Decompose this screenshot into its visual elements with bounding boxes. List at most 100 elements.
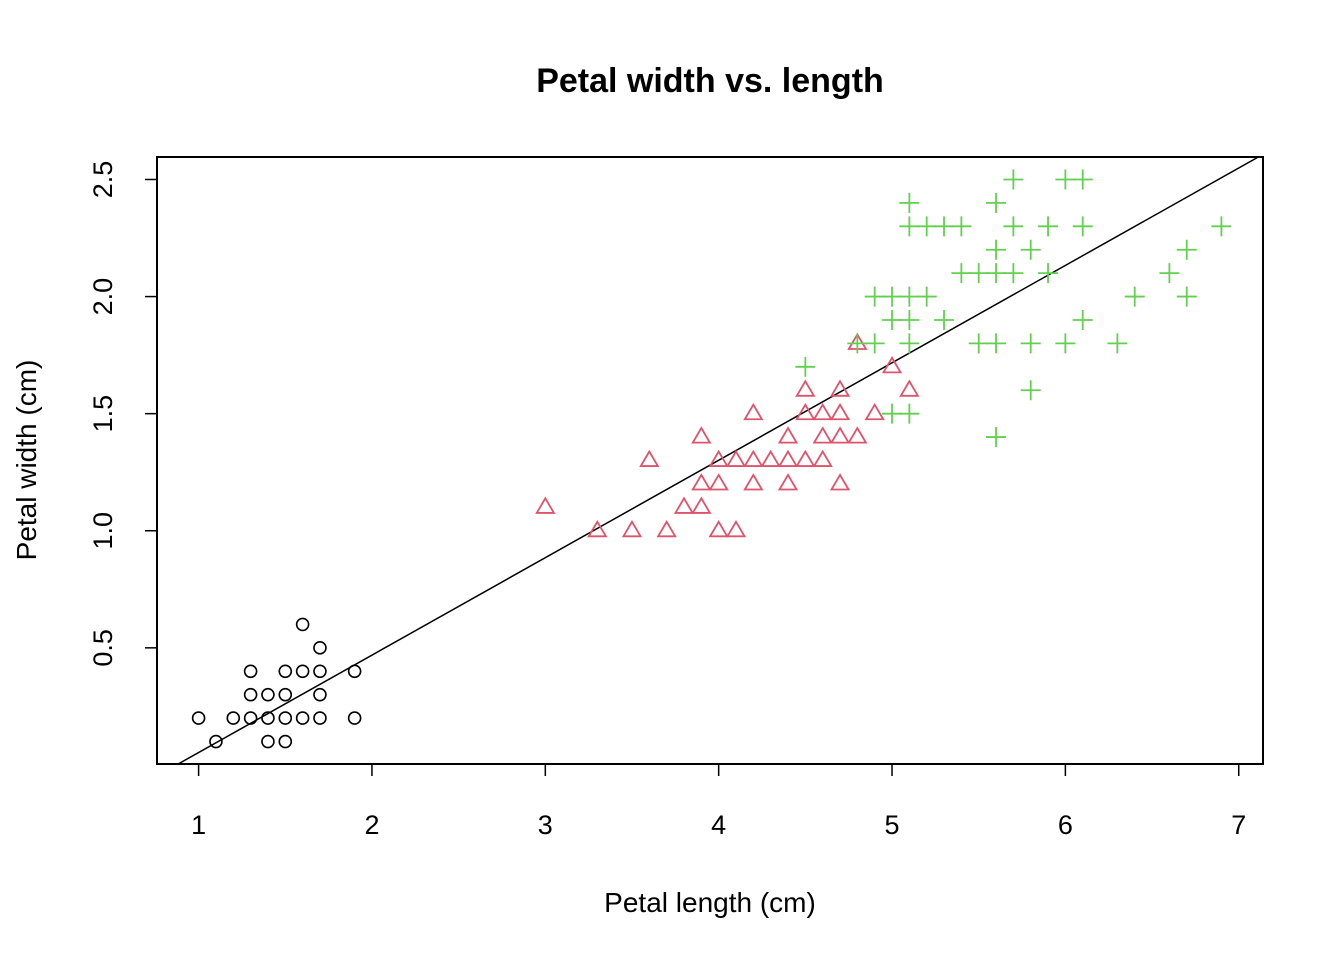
plot-area: 1 2 3 4 5 6 7 0.5 1.0 1.5 2.0 2.5 (88, 157, 1260, 840)
data-point (691, 426, 712, 444)
data-point (986, 192, 1007, 213)
data-point (313, 641, 327, 655)
data-point (1107, 333, 1128, 354)
data-point (934, 309, 955, 330)
data-point (243, 711, 258, 725)
data-point (313, 687, 327, 702)
data-point (1072, 216, 1093, 237)
data-point (1038, 216, 1059, 237)
data-point (986, 333, 1007, 354)
data-point (1176, 286, 1197, 307)
data-point (347, 711, 362, 725)
data-point (916, 216, 937, 237)
data-point (1038, 263, 1059, 284)
y-axis: 0.5 1.0 1.5 2.0 2.5 (88, 161, 158, 667)
data-point (261, 734, 275, 749)
data-point (899, 286, 920, 307)
data-point (656, 519, 677, 538)
data-point (243, 664, 258, 679)
x-axis: 1 2 3 4 5 6 7 (191, 763, 1246, 840)
x-axis-label: Petal length (cm) (604, 887, 816, 918)
data-point (1003, 169, 1024, 190)
data-point (743, 473, 764, 491)
data-point (243, 687, 258, 702)
data-point (691, 496, 712, 514)
y-tick-label: 2.0 (88, 278, 118, 316)
x-tick-label: 6 (1058, 810, 1073, 840)
data-point (882, 403, 903, 424)
data-point (968, 333, 989, 354)
data-point (777, 426, 799, 444)
data-point (864, 402, 885, 421)
data-point (639, 449, 660, 467)
data-point (986, 427, 1007, 448)
data-point (278, 734, 293, 749)
data-point (1003, 263, 1024, 284)
x-tick-label: 5 (885, 810, 900, 840)
data-point (812, 449, 833, 467)
data-point (968, 263, 989, 284)
x-tick-label: 7 (1231, 810, 1246, 840)
data-point (882, 286, 903, 307)
data-point (777, 473, 799, 491)
data-point (829, 426, 851, 444)
data-point (1124, 286, 1145, 307)
data-point (1072, 169, 1093, 190)
data-point (847, 333, 868, 354)
data-point (1159, 263, 1180, 284)
data-point (812, 426, 833, 444)
data-point (899, 309, 920, 330)
y-tick-label: 0.5 (88, 629, 118, 667)
series-triangle (535, 332, 920, 538)
data-point (209, 734, 223, 749)
data-point (743, 402, 764, 421)
data-point (795, 449, 816, 467)
data-point (1003, 216, 1024, 237)
data-point (725, 449, 747, 467)
x-tick-label: 4 (711, 810, 726, 840)
chart-title: Petal width vs. length (536, 62, 884, 100)
y-tick-label: 1.0 (88, 512, 118, 550)
y-tick-label: 1.5 (88, 395, 118, 433)
data-point (899, 216, 920, 237)
data-point (864, 286, 885, 307)
data-point (1072, 309, 1093, 330)
data-point (760, 449, 781, 467)
data-point (691, 473, 712, 491)
data-point (708, 473, 729, 491)
data-point (1020, 380, 1041, 401)
data-point (986, 239, 1007, 260)
data-point (313, 711, 327, 725)
data-point (777, 449, 799, 467)
data-point (535, 496, 556, 514)
data-point (951, 263, 972, 284)
data-point (1020, 239, 1041, 260)
series-plus (795, 169, 1232, 448)
data-point (725, 519, 747, 538)
data-point (899, 379, 920, 397)
data-point (882, 309, 903, 330)
data-point (708, 449, 729, 467)
data-point (347, 664, 362, 679)
data-point (743, 449, 764, 467)
data-point (881, 356, 903, 374)
data-point (986, 263, 1007, 284)
data-point (621, 519, 643, 538)
y-axis-label: Petal width (cm) (11, 360, 42, 561)
data-point (587, 519, 608, 538)
data-point (191, 711, 206, 725)
data-point (829, 402, 851, 421)
data-point (295, 664, 310, 679)
data-point (673, 496, 695, 514)
x-tick-label: 3 (538, 810, 553, 840)
data-point (916, 286, 937, 307)
data-point (795, 356, 816, 377)
data-point (795, 402, 816, 421)
data-point (313, 664, 327, 679)
data-point (951, 216, 972, 237)
data-point (864, 333, 885, 354)
data-point (847, 426, 868, 444)
data-point (829, 379, 851, 397)
data-point (278, 664, 293, 679)
